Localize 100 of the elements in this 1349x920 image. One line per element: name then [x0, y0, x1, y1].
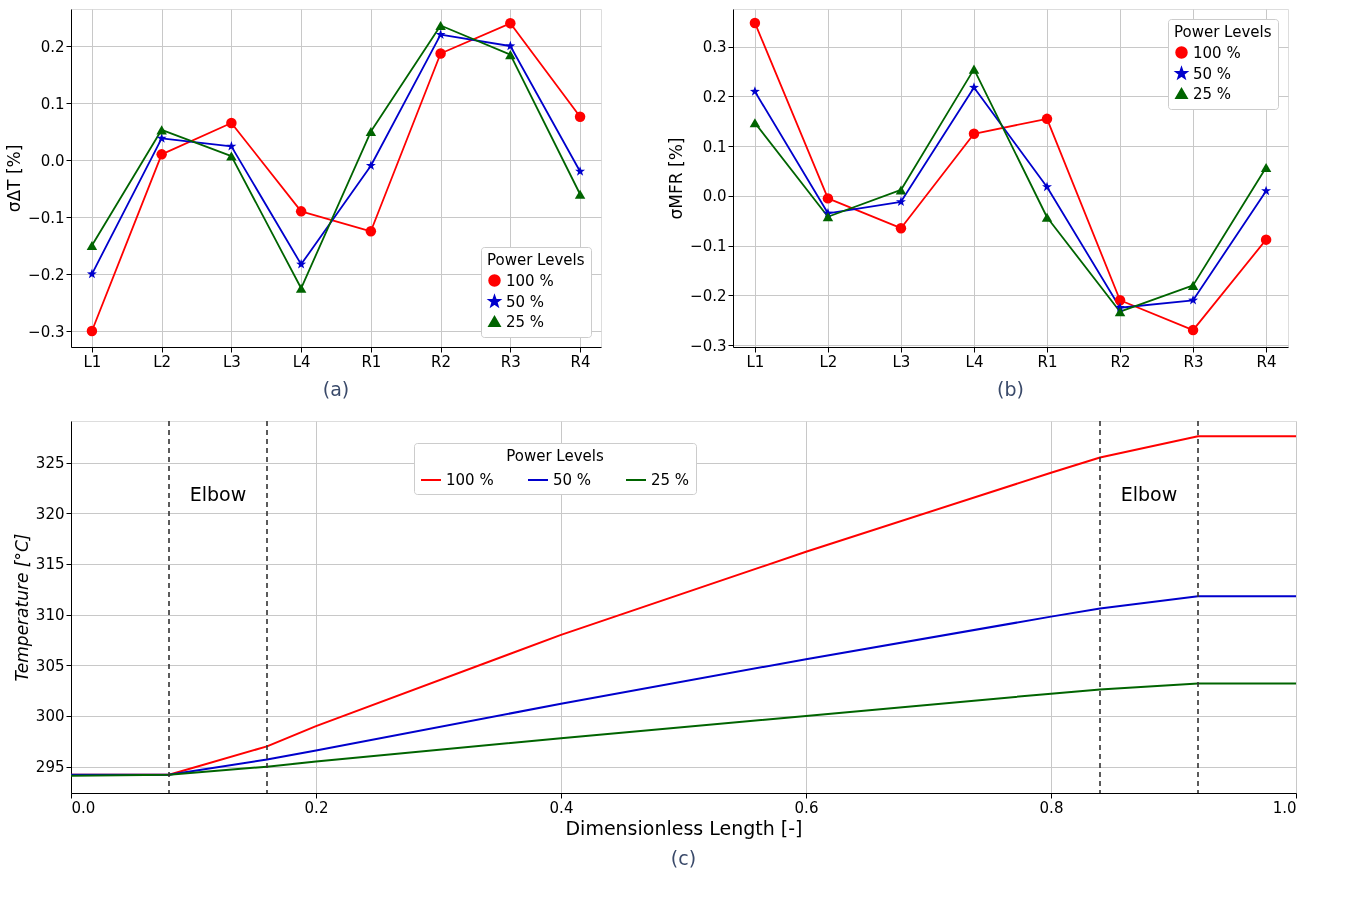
x-tick-label: R1	[1037, 352, 1058, 371]
point	[1260, 163, 1272, 173]
point	[156, 149, 167, 160]
point	[895, 196, 906, 207]
point	[296, 259, 307, 269]
y-tick-label: 315	[35, 555, 65, 574]
x-tick-label: R4	[570, 352, 591, 371]
legend-label: 50 %	[553, 471, 592, 489]
legend-label: 25 %	[651, 471, 690, 489]
point	[505, 18, 516, 29]
point	[156, 125, 167, 135]
point	[435, 20, 446, 31]
y-tick-label: −0.3	[28, 322, 65, 341]
y-tick-label: 0.1	[40, 94, 65, 113]
line-series	[70, 682, 1297, 777]
x-tick-label: L4	[292, 352, 311, 371]
legend-label: 25 %	[506, 312, 545, 331]
line-series	[70, 595, 1297, 776]
x-tick-label: 0.6	[794, 798, 819, 817]
x-tick-label: R4	[1256, 352, 1277, 371]
point	[969, 82, 979, 92]
point	[505, 40, 516, 51]
point	[1114, 307, 1126, 317]
point	[226, 151, 237, 161]
point	[968, 64, 980, 74]
legend-label: 100 %	[506, 271, 554, 290]
y-tick-label: 305	[35, 656, 65, 675]
point	[895, 185, 907, 195]
point	[822, 193, 834, 204]
y-tick-label: 320	[35, 504, 65, 523]
point	[505, 50, 516, 60]
text: (c)	[670, 847, 697, 869]
point	[1041, 113, 1053, 125]
legend-title: Power Levels	[506, 447, 604, 465]
y-tick-label: 0.2	[702, 87, 727, 106]
point	[226, 141, 237, 151]
x-tick-label: L3	[222, 352, 241, 371]
y-tick-label: 0.1	[702, 137, 727, 156]
y-tick-label: 0.2	[40, 37, 65, 56]
point	[86, 268, 97, 279]
legend-label: 100 %	[446, 471, 494, 489]
point	[575, 166, 586, 176]
x-tick-label: L3	[892, 352, 911, 371]
y-tick-label: −0.2	[28, 265, 65, 284]
x-tick-label: R2	[431, 352, 452, 371]
x-tick-label: L1	[746, 352, 765, 371]
point	[749, 17, 761, 29]
point	[1260, 234, 1272, 245]
y-tick-label: 0.3	[702, 38, 727, 57]
x-tick-label: R1	[361, 352, 382, 371]
y-tick-label: 295	[35, 758, 65, 777]
point	[574, 111, 586, 122]
point	[822, 212, 834, 222]
point	[968, 128, 980, 139]
legend-label: 50 %	[1193, 64, 1232, 83]
x-tick-label: 0.0	[71, 798, 96, 817]
x-tick-label: 0.2	[304, 798, 329, 817]
x-tick-label: L4	[965, 352, 984, 371]
legend-title: Power Levels	[1174, 23, 1272, 41]
y-tick-label: −0.3	[690, 336, 727, 355]
y-tick-label: −0.1	[28, 208, 65, 227]
y-tick-label: 310	[35, 606, 65, 625]
legend-label: 25 %	[1193, 84, 1232, 103]
point	[365, 160, 376, 170]
x-tick-label: R2	[1110, 352, 1131, 371]
point	[895, 222, 907, 234]
point	[226, 117, 237, 129]
point	[749, 118, 761, 128]
x-tick-label: 1.0	[1272, 798, 1297, 817]
y-tick-label: 0.0	[702, 187, 727, 206]
y-axis-title: Temperature [°C]	[11, 533, 32, 682]
point	[365, 226, 377, 237]
text: (a)	[322, 378, 350, 400]
point	[1114, 295, 1126, 306]
annotation: Elbow	[189, 483, 247, 506]
point	[574, 189, 586, 199]
point	[295, 283, 307, 293]
point	[1041, 212, 1053, 222]
text: (b)	[997, 378, 1024, 400]
legend-label: 100 %	[1193, 43, 1241, 62]
point	[1261, 185, 1272, 196]
x-axis-title: Dimensionless Length [-]	[565, 816, 803, 839]
point	[1187, 280, 1199, 290]
y-tick-label: 300	[35, 707, 65, 726]
x-tick-label: L2	[819, 352, 838, 371]
x-tick-label: L2	[153, 352, 172, 371]
point	[365, 127, 377, 137]
y-tick-label: −0.2	[690, 286, 727, 305]
x-tick-label: R3	[1183, 352, 1204, 371]
point	[1042, 181, 1052, 192]
y-axis-title: σMFR [%]	[666, 137, 687, 220]
y-tick-label: 0.0	[40, 151, 65, 170]
x-tick-label: 0.4	[549, 798, 574, 817]
point	[86, 325, 98, 337]
x-tick-label: L1	[83, 352, 102, 371]
point	[295, 206, 307, 217]
y-tick-label: −0.1	[690, 237, 727, 256]
y-tick-label: 325	[35, 454, 65, 473]
point	[86, 241, 98, 251]
annotation: Elbow	[1120, 483, 1178, 506]
